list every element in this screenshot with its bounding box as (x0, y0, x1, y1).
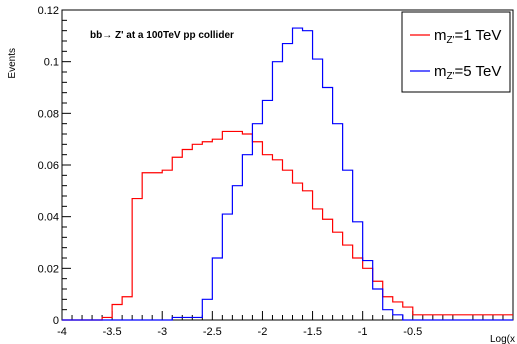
series-line-0 (62, 130, 513, 321)
legend-label-5tev: mZ'=5 TeV (434, 63, 501, 82)
y-axis-title: Events (7, 48, 18, 79)
x-tick-label: -2.5 (203, 326, 222, 338)
x-tick-label: -1.5 (303, 326, 322, 338)
x-tick-label: -4 (57, 326, 67, 338)
y-tick-label: 0.12 (38, 5, 59, 17)
x-tick-label: -3 (157, 326, 167, 338)
chart-annotation: bb→ Z' at a 100TeV pp collider (90, 30, 234, 41)
y-tick-label: 0.08 (38, 108, 59, 120)
y-tick-label: 0.1 (44, 57, 59, 69)
y-tick-label: 0.02 (38, 263, 59, 275)
y-axis: 0 0.02 0.04 0.06 0.08 0.1 0.12 (38, 5, 71, 327)
x-axis-title: Log(x (490, 334, 515, 344)
y-tick-label: 0 (53, 315, 59, 327)
y-tick-label: 0.04 (38, 212, 59, 224)
legend-box (401, 11, 511, 93)
series-layer (62, 27, 513, 321)
y-tick-label: 0.06 (38, 160, 59, 172)
x-tick-label: -1 (358, 326, 368, 338)
legend: mZ'=1 TeV mZ'=5 TeV (401, 11, 511, 93)
x-tick-label: -0.5 (403, 326, 422, 338)
x-tick-label: -3.5 (103, 326, 122, 338)
x-tick-label: -2 (258, 326, 268, 338)
legend-label-1tev: mZ'=1 TeV (434, 27, 501, 46)
series-line-1 (62, 27, 513, 321)
